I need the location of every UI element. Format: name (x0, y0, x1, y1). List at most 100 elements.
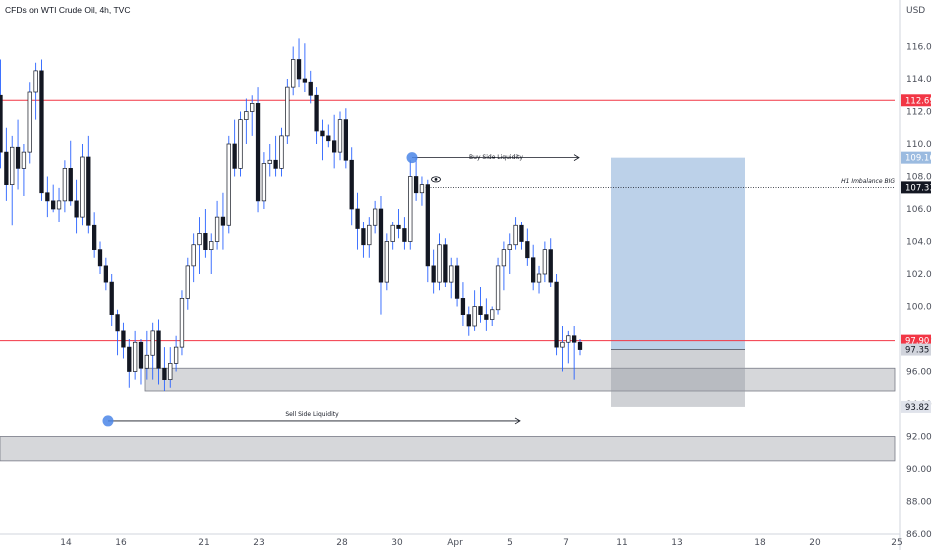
long-position-tool[interactable] (611, 157, 745, 407)
candle (472, 290, 477, 331)
candle-body (478, 306, 483, 315)
candle (33, 62, 38, 120)
candle (291, 46, 296, 96)
candle-body (80, 156, 85, 218)
candle-body (314, 94, 319, 132)
candle-body (291, 59, 296, 88)
candle-body (191, 244, 196, 267)
candle (203, 209, 208, 258)
candle (127, 339, 132, 388)
candle (495, 257, 501, 315)
candle-body (302, 78, 308, 83)
liquidity-zones (0, 367, 896, 462)
candle (255, 87, 261, 213)
candle-body (332, 140, 337, 153)
candle (150, 322, 155, 380)
price-tick-label: 106.00 (906, 205, 932, 215)
candle-body (51, 200, 56, 210)
time-tick-label: 20 (809, 538, 821, 548)
candle-body (355, 208, 360, 229)
candle (109, 274, 114, 326)
price-badge-label: 97.90 (905, 337, 929, 347)
candle-body (168, 363, 173, 380)
candle (97, 241, 103, 274)
candle (513, 217, 518, 250)
candle (144, 330, 149, 380)
candle-body (56, 200, 62, 210)
candle (320, 119, 325, 161)
candle (279, 127, 284, 177)
candle-body (349, 159, 354, 210)
candle-body (103, 265, 109, 283)
candle-body (4, 151, 9, 185)
candle-body (179, 298, 185, 348)
candle (285, 79, 290, 144)
candle (507, 233, 512, 274)
candle (449, 257, 454, 299)
time-tick-label: 21 (198, 538, 209, 548)
candle (542, 241, 548, 283)
candle-body (244, 111, 249, 120)
candle (191, 233, 196, 283)
candle (536, 265, 542, 294)
candle (337, 111, 343, 161)
candle (296, 38, 302, 88)
candle-body (472, 306, 477, 327)
horizontal-levels[interactable] (0, 99, 895, 342)
candle (10, 135, 15, 226)
sell-side-liquidity-label: Sell Side Liquidity (285, 411, 339, 418)
candle (214, 200, 220, 250)
candle (525, 228, 530, 266)
candle-body (15, 146, 21, 169)
candle-body (0, 94, 3, 153)
price-badge-bg (901, 181, 931, 194)
candle (156, 319, 161, 385)
price-tick-label: 102.00 (906, 270, 932, 280)
candle (162, 347, 167, 391)
candle-body (21, 151, 27, 169)
candle (484, 298, 489, 331)
price-tick-label: 116.00 (906, 43, 932, 53)
candle-body (209, 241, 214, 250)
candle (408, 160, 413, 250)
candle-body (220, 216, 226, 226)
candle (332, 114, 337, 169)
candle (226, 135, 231, 234)
price-tick-label: 86.00 (906, 530, 932, 540)
candle (577, 339, 583, 356)
time-tick-label: 28 (336, 538, 348, 548)
candle-body (525, 241, 530, 259)
candle (56, 187, 62, 222)
price-badge-label: 109.16 (905, 154, 932, 164)
candle-body (115, 314, 120, 332)
candle-body (437, 244, 442, 283)
candle-body (419, 184, 425, 194)
candle (396, 209, 401, 239)
price-badge: 112.69 (901, 94, 932, 107)
candle-body (138, 341, 144, 369)
candle-body (10, 146, 15, 185)
candle-body (214, 216, 220, 242)
candle-body (449, 265, 454, 283)
candle (220, 192, 226, 250)
candle-body (121, 330, 126, 348)
candle-body (203, 233, 208, 250)
price-badge-label: 112.69 (905, 96, 932, 106)
candle-body (232, 143, 237, 169)
candle-body (226, 143, 231, 226)
time-tick-label: 5 (507, 538, 513, 548)
candle (443, 238, 448, 287)
price-badge-bg (901, 343, 931, 356)
candle (343, 108, 349, 169)
price-badge: 93.82 (901, 400, 931, 413)
candle-body (68, 168, 73, 202)
candle (51, 184, 56, 213)
annotations[interactable]: Buy Side Liquidity Sell Side Liquidity H… (102, 152, 896, 427)
candle-body (92, 224, 97, 250)
candle-body (384, 241, 389, 283)
candle (302, 43, 308, 92)
candle-body (337, 119, 343, 153)
currency-label: USD (906, 6, 925, 16)
